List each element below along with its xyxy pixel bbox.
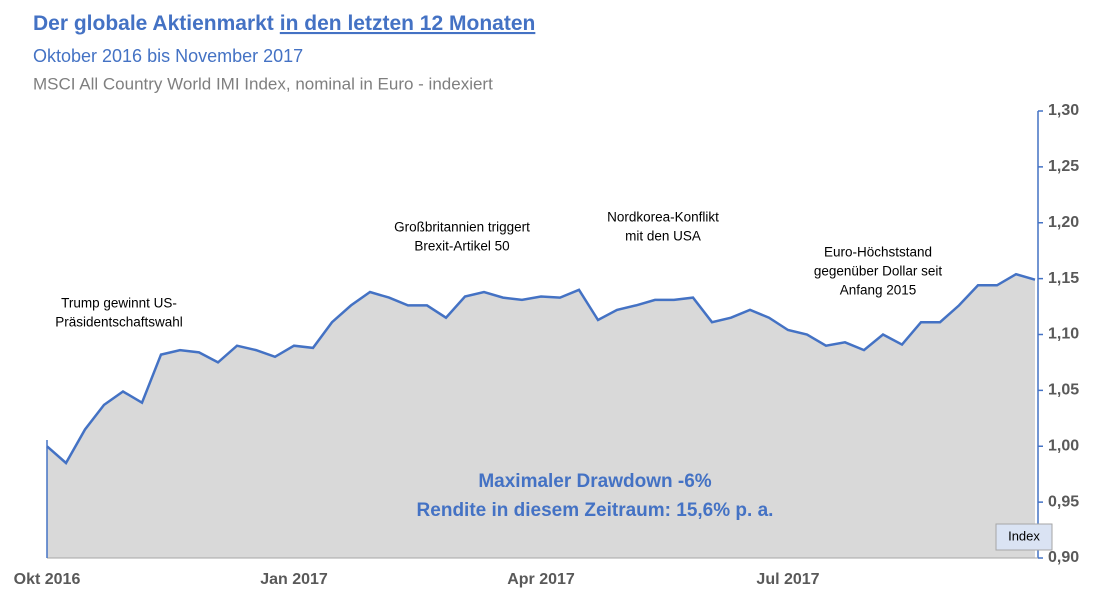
y-tick-label: 1,30 bbox=[1048, 102, 1079, 119]
annotation: Großbritannien triggert bbox=[394, 220, 530, 235]
y-tick-label: 1,20 bbox=[1048, 214, 1079, 231]
annotation: Präsidentschaftswahl bbox=[55, 315, 183, 330]
title-part: in den letzten 12 Monaten bbox=[280, 12, 536, 35]
chart-description: MSCI All Country World IMI Index, nomina… bbox=[33, 74, 493, 93]
chart-title: Der globale Aktienmarkt in den letzten 12… bbox=[33, 12, 535, 35]
legend-box bbox=[995, 523, 1053, 551]
line bbox=[46, 272, 1036, 465]
annotation: mit den USA bbox=[625, 229, 701, 244]
y-tick-label: 1,15 bbox=[1048, 270, 1079, 287]
highlight-text: Maximaler Drawdown -6% bbox=[478, 471, 711, 492]
y-tick-label: 0,95 bbox=[1048, 493, 1079, 510]
annotation: Euro-Höchststand bbox=[824, 245, 932, 260]
highlight-text: Rendite in diesem Zeitraum: 15,6% p. a. bbox=[417, 500, 774, 521]
y-tick-label: 1,10 bbox=[1048, 326, 1079, 343]
y-tick-label: 1,00 bbox=[1048, 437, 1079, 454]
legend-label: Index bbox=[1008, 528, 1040, 543]
y-tick-label: 0,90 bbox=[1048, 549, 1079, 566]
annotation: Trump gewinnt US- bbox=[61, 296, 177, 311]
y-tick-label: 1,25 bbox=[1048, 158, 1079, 175]
area bbox=[47, 274, 1035, 558]
x-tick-label: Okt 2016 bbox=[14, 571, 81, 588]
x-tick-label: Jul 2017 bbox=[756, 571, 819, 588]
annotation: gegenüber Dollar seit bbox=[814, 264, 943, 279]
annotation: Anfang 2015 bbox=[840, 283, 917, 298]
chart-subtitle: Oktober 2016 bis November 2017 bbox=[33, 46, 303, 66]
annotation: Brexit-Artikel 50 bbox=[414, 239, 509, 254]
x-tick-label: Jan 2017 bbox=[260, 571, 328, 588]
y-tick-label: 1,05 bbox=[1048, 382, 1079, 399]
annotation: Nordkorea-Konflikt bbox=[607, 210, 719, 225]
x-tick-label: Apr 2017 bbox=[507, 571, 575, 588]
title-part: Der globale Aktienmarkt bbox=[33, 12, 274, 35]
